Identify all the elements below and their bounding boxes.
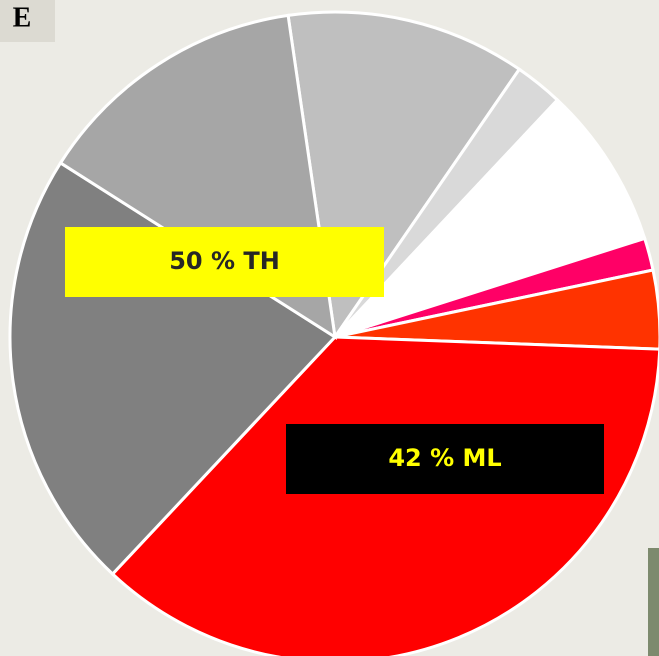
pie — [10, 12, 659, 656]
annotation: 42 % ML — [388, 444, 501, 472]
annotation: 50 % TH — [169, 247, 280, 275]
photo-edge — [648, 548, 659, 656]
chart: E 50 % TH 42 % ML — [0, 0, 659, 656]
chart-title: E — [13, 2, 32, 33]
